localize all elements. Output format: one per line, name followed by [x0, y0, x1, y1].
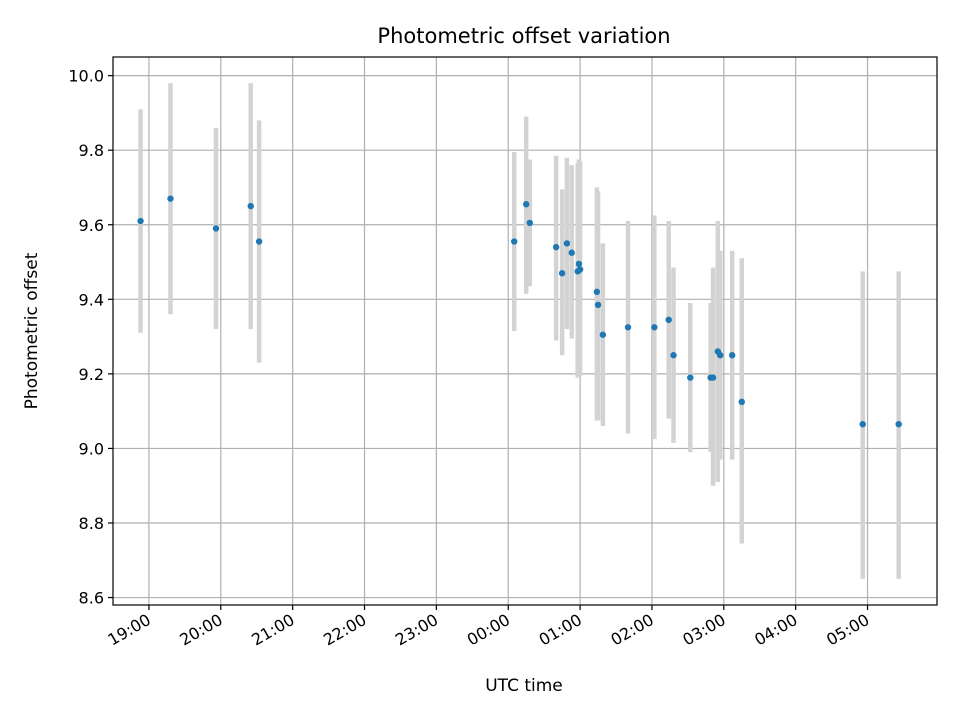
x-tick-label: 00:00 [464, 610, 513, 650]
data-point [665, 316, 672, 324]
errorbar-layer [138, 83, 901, 579]
y-tick-label: 9.8 [79, 141, 104, 160]
x-tick-label: 22:00 [320, 610, 369, 650]
x-tick-label: 04:00 [751, 610, 800, 650]
y-tick-label: 9.2 [79, 365, 104, 384]
data-point [576, 266, 584, 273]
data-point [687, 374, 694, 381]
data-point [599, 331, 607, 338]
data-point [526, 219, 533, 227]
data-point [859, 420, 866, 428]
x-tick-label: 05:00 [823, 610, 872, 650]
data-point [522, 201, 530, 208]
x-tick-label: 02:00 [608, 610, 657, 650]
x-tick-label: 19:00 [104, 610, 153, 650]
point-layer [137, 195, 902, 428]
data-point [255, 238, 263, 245]
x-axis: 19:00 20:00 21:00 22:00 23:00 00:00 01:00 02:00… [104, 605, 873, 650]
y-tick-label: 9.4 [79, 290, 104, 309]
data-point [563, 240, 571, 247]
data-point [895, 420, 902, 428]
data-point [728, 352, 736, 359]
plot-frame [112, 56, 938, 606]
data-point [552, 243, 560, 251]
data-point [568, 249, 575, 256]
y-axis: 8.6 8.8 9.0 9.2 9.4 9.6 9.8 10.0 [68, 67, 113, 608]
data-point [738, 398, 745, 406]
data-point [717, 352, 724, 359]
x-tick-label: 01:00 [536, 610, 585, 650]
data-point [709, 374, 717, 381]
data-point [624, 324, 632, 331]
data-point [670, 352, 677, 359]
data-point [594, 301, 602, 309]
data-point [247, 202, 254, 210]
x-tick-label: 03:00 [679, 610, 728, 650]
x-axis-label: UTC time [485, 676, 563, 696]
data-point [575, 260, 583, 268]
x-tick-label: 21:00 [248, 610, 297, 650]
data-point [212, 225, 220, 232]
y-tick-label: 8.6 [79, 589, 104, 608]
y-tick-label: 8.8 [79, 514, 104, 533]
y-tick-label: 10.0 [68, 67, 104, 86]
chart-title: Photometric offset variation [377, 24, 670, 48]
data-point [593, 288, 601, 296]
data-point [167, 195, 174, 202]
data-point [137, 217, 144, 225]
data-point [558, 270, 566, 277]
x-tick-label: 23:00 [392, 610, 441, 650]
x-tick-label: 20:00 [176, 610, 225, 650]
y-tick-label: 9.6 [79, 216, 104, 235]
y-tick-label: 9.0 [79, 439, 104, 458]
y-axis-label: Photometric offset [22, 252, 42, 409]
data-point [651, 324, 658, 331]
data-point [511, 238, 518, 245]
